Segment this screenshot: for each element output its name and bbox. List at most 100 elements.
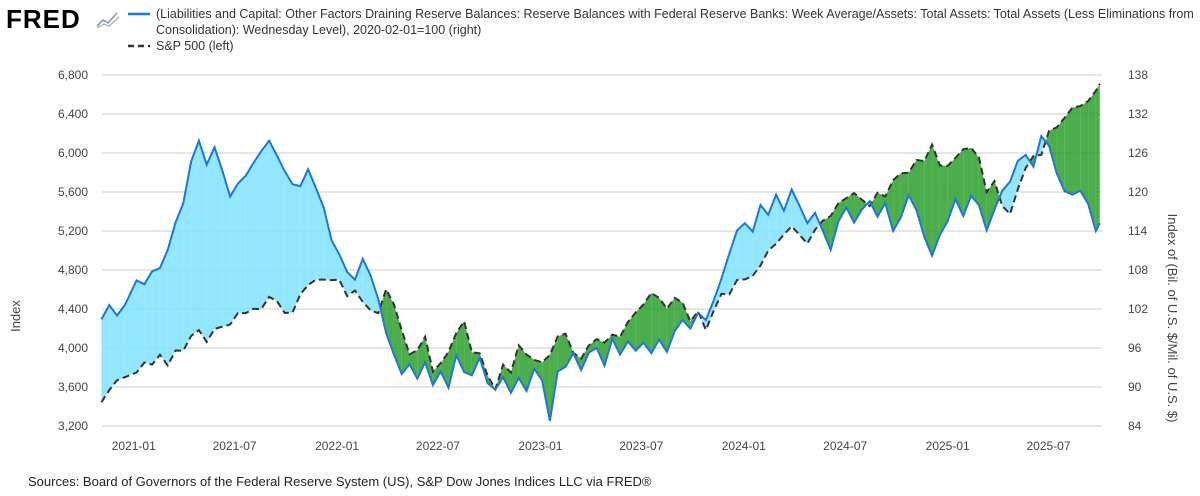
fill-band — [971, 148, 979, 205]
x-tick: 2024-01 — [722, 439, 766, 453]
fill-band — [620, 321, 628, 355]
fill-band — [425, 336, 433, 386]
fill-band — [1064, 107, 1073, 195]
fill-band — [354, 258, 363, 302]
y-tick-right: 126 — [1128, 146, 1148, 160]
fill-band — [846, 193, 855, 223]
fill-band — [198, 140, 207, 342]
y-tick-left: 4,800 — [58, 263, 88, 277]
legend-label: S&P 500 (left) — [156, 39, 234, 53]
fill-band — [900, 172, 909, 218]
fill-band — [393, 304, 402, 374]
header: FRED (Liabilities and Capital: Other Fac… — [0, 0, 1200, 66]
y-tick-left: 4,400 — [58, 302, 88, 316]
fill-band — [261, 140, 270, 309]
x-axis: 2021-01 2021-07 2022-01 2022-07 2023-01 2023-… — [112, 439, 1071, 453]
legend-swatch-dashed — [128, 44, 150, 48]
fill-band — [230, 183, 238, 325]
fill-band — [380, 289, 387, 334]
fill-band — [737, 223, 745, 280]
y-tick-left: 5,600 — [58, 185, 88, 199]
y-axis-right: 84 90 96 102 108 114 120 126 132 138 — [1128, 68, 1148, 433]
fill-band — [955, 149, 964, 217]
fill-band — [152, 268, 160, 365]
fill-band — [721, 253, 730, 295]
fill-band — [109, 305, 118, 391]
fill-band — [534, 359, 543, 381]
y-axis-left: 3,200 3,600 4,000 4,400 4,800 5,200 5,600 6,000… — [58, 68, 88, 433]
fill-band — [924, 144, 933, 256]
fill-band — [300, 169, 309, 295]
y-tick-right: 132 — [1128, 107, 1148, 121]
fill-band — [276, 155, 285, 313]
y-axis-right-title: Index of (Bil. of U.S. $/Mil. of U.S. $) — [1165, 214, 1180, 423]
y-tick-right: 84 — [1128, 419, 1142, 433]
fill-band — [237, 175, 246, 314]
fill-band — [783, 189, 792, 235]
fill-band — [1072, 106, 1081, 195]
fill-band — [542, 354, 550, 421]
fill-band — [986, 181, 995, 231]
fill-band — [1088, 90, 1096, 231]
fill-band — [588, 339, 597, 353]
fill-band — [315, 188, 324, 280]
fill-band — [136, 280, 145, 373]
fill-band — [659, 297, 667, 352]
y-tick-right: 120 — [1128, 185, 1148, 199]
fill-band — [401, 330, 410, 374]
x-tick: 2021-07 — [213, 439, 257, 453]
y-tick-left: 6,000 — [58, 146, 88, 160]
fill-band — [978, 157, 987, 231]
fill-band — [323, 207, 332, 281]
y-tick-right: 90 — [1128, 380, 1142, 394]
fill-band — [191, 140, 199, 336]
fill-band — [565, 333, 574, 367]
fill-band — [448, 332, 457, 388]
y-tick-right: 96 — [1128, 341, 1142, 355]
fill-band — [222, 170, 231, 327]
fill-band — [409, 350, 418, 379]
fill-band — [440, 351, 449, 388]
x-tick: 2024-07 — [823, 439, 867, 453]
fill-band — [877, 192, 886, 217]
fill-band — [308, 169, 316, 286]
series-line-sp500 — [100, 83, 1101, 403]
x-tick: 2021-01 — [112, 439, 156, 453]
fill-band — [947, 157, 956, 222]
fill-band — [101, 305, 110, 403]
fill-band — [799, 205, 808, 244]
fill-band — [729, 230, 738, 295]
x-tick: 2022-07 — [416, 439, 460, 453]
fill-band — [916, 159, 925, 237]
fill-band — [885, 180, 894, 231]
fill-band — [807, 212, 816, 244]
fill-band — [760, 205, 769, 266]
fill-band — [292, 184, 301, 313]
fill-band — [253, 151, 262, 309]
fill-band — [1080, 101, 1089, 204]
x-tick: 2025-01 — [926, 439, 970, 453]
fred-logo[interactable]: FRED — [6, 4, 81, 34]
fill-band — [893, 173, 901, 231]
fill-band — [932, 144, 940, 256]
fill-band — [1010, 160, 1018, 214]
fill-band — [854, 193, 862, 223]
y-tick-right: 138 — [1128, 68, 1148, 82]
fill-band — [432, 363, 441, 386]
fill-band — [175, 203, 184, 351]
fill-band — [744, 223, 753, 280]
fill-band — [331, 240, 340, 281]
legend: (Liabilities and Capital: Other Factors … — [128, 6, 1196, 54]
series-lines — [100, 83, 1101, 421]
y-axis-left-title: Index — [8, 300, 23, 332]
y-tick-left: 5,200 — [58, 224, 88, 238]
fill-band — [245, 162, 254, 314]
series-fills — [101, 83, 1100, 421]
fill-band — [627, 312, 636, 351]
y-tick-left: 4,000 — [58, 341, 88, 355]
fill-band — [284, 171, 293, 313]
fill-band — [117, 305, 125, 381]
y-tick-left: 3,600 — [58, 380, 88, 394]
y-tick-right: 114 — [1128, 224, 1147, 238]
fill-band — [643, 292, 652, 354]
